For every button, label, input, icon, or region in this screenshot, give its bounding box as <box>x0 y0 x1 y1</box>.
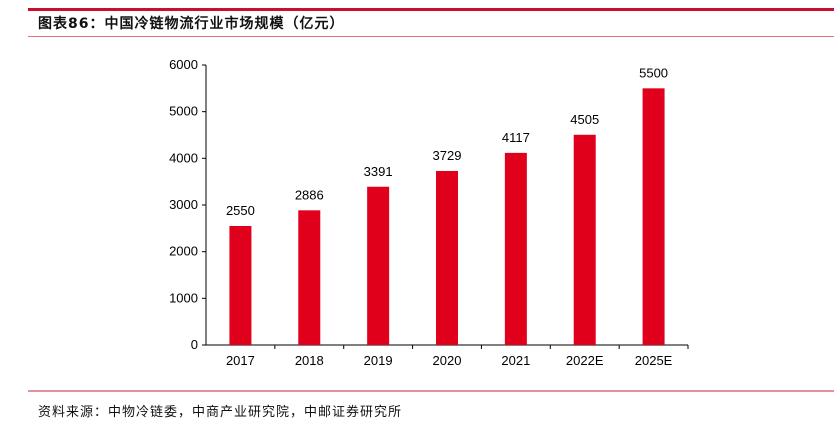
title-rule <box>28 36 834 37</box>
bottom-rule <box>28 390 834 392</box>
bar-2021 <box>504 152 527 345</box>
x-tick-label: 2017 <box>226 353 255 368</box>
data-label: 2886 <box>295 187 324 202</box>
x-tick-label: 2019 <box>364 353 393 368</box>
x-tick-label: 2025E <box>635 353 673 368</box>
bar-2020 <box>436 170 458 345</box>
data-label: 4117 <box>502 130 530 145</box>
chart-title: 图表86：中国冷链物流行业市场规模（亿元） <box>38 16 345 32</box>
y-tick-label: 6000 <box>169 57 198 72</box>
x-tick-label: 2020 <box>433 353 462 368</box>
data-label: 3729 <box>433 148 462 163</box>
bar-2017 <box>229 226 252 345</box>
data-label: 2550 <box>226 203 255 218</box>
data-label: 3391 <box>364 164 393 179</box>
bar-2022E <box>573 134 596 345</box>
top-rule <box>28 8 834 11</box>
bar-2019 <box>367 186 390 345</box>
y-tick-label: 4000 <box>169 150 198 165</box>
y-tick-label: 0 <box>191 337 198 352</box>
data-label: 5500 <box>639 65 668 80</box>
bar-2025E <box>642 88 665 345</box>
data-label: 4505 <box>570 112 599 127</box>
y-tick-label: 5000 <box>169 104 198 119</box>
x-tick-label: 2022E <box>566 353 604 368</box>
source-note: 资料来源：中物冷链委，中商产业研究院，中邮证券研究所 <box>38 405 403 420</box>
y-tick-label: 1000 <box>169 290 198 305</box>
x-tick-label: 2018 <box>295 353 324 368</box>
y-tick-label: 3000 <box>169 197 198 212</box>
bar-2018 <box>298 210 321 345</box>
y-tick-label: 2000 <box>169 244 198 259</box>
x-tick-label: 2021 <box>501 353 530 368</box>
